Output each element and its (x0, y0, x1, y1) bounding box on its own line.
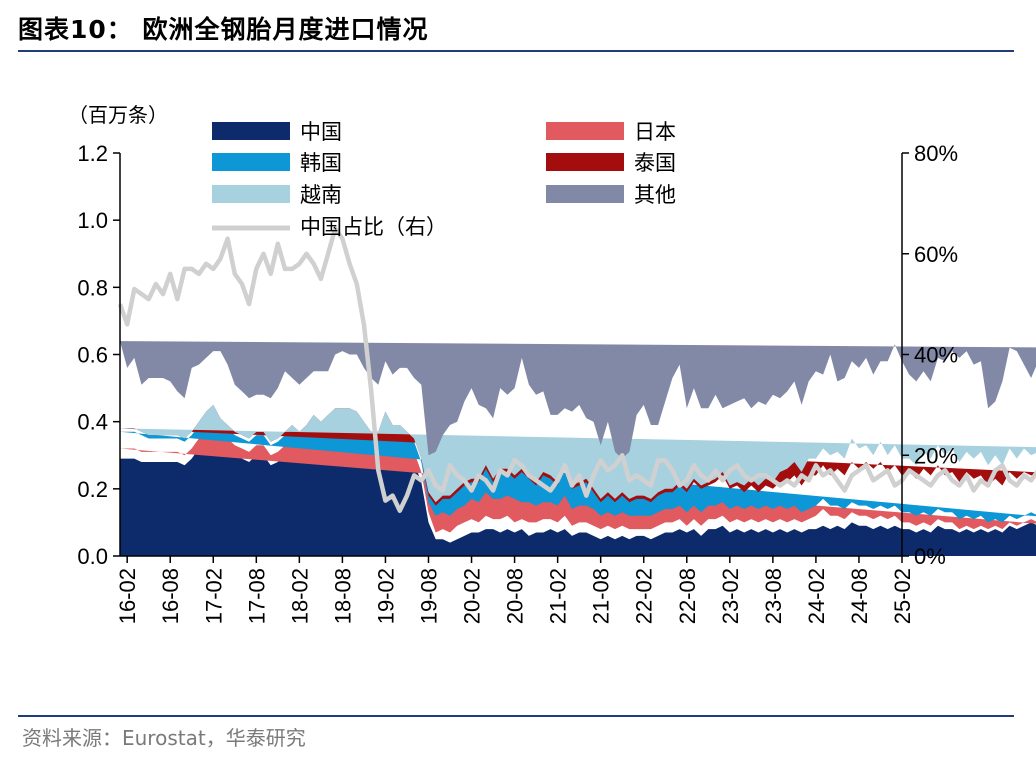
x-tick-label: 21-08 (589, 568, 614, 624)
x-tick-label: 16-08 (158, 568, 183, 624)
header-divider (18, 50, 1014, 52)
x-tick-label: 18-08 (330, 568, 355, 624)
legend-swatch-韩国 (212, 153, 290, 171)
x-tick-label: 16-02 (115, 568, 140, 624)
right-tick-label: 0% (914, 544, 946, 569)
x-tick-label: 20-08 (503, 568, 528, 624)
x-tick-label: 17-02 (201, 568, 226, 624)
left-tick-label: 0.2 (77, 477, 108, 502)
legend-swatch-中国 (212, 122, 290, 140)
right-tick-label: 20% (914, 443, 958, 468)
legend-swatch-日本 (546, 122, 624, 140)
left-tick-label: 1.2 (77, 141, 108, 166)
x-tick-label: 17-08 (244, 568, 269, 624)
x-tick-label: 19-02 (373, 568, 398, 624)
x-tick-label: 20-02 (460, 568, 485, 624)
legend-swatch-其他 (546, 185, 624, 203)
right-tick-label: 60% (914, 242, 958, 267)
x-tick-label: 19-08 (416, 568, 441, 624)
legend-label-韩国: 韩国 (300, 151, 342, 175)
area-其他 (120, 341, 1036, 459)
legend-label-越南: 越南 (300, 183, 342, 207)
left-tick-label: 0.8 (77, 275, 108, 300)
x-tick-label: 21-02 (546, 568, 571, 624)
x-tick-label: 22-08 (675, 568, 700, 624)
x-tick-label: 22-02 (632, 568, 657, 624)
left-axis-unit: （百万条） (68, 103, 168, 127)
page-title: 图表10： 欧洲全钢胎月度进口情况 (18, 15, 429, 44)
right-tick-label: 80% (914, 141, 958, 166)
legend-label-中国: 中国 (300, 120, 342, 144)
left-tick-label: 0.6 (77, 343, 108, 368)
legend-label-中国占比右: 中国占比（右） (300, 215, 447, 239)
axes-group: 0.0 0.2 0.4 0.6 0.8 1.0 1.2 0% 20% 40% 60% 80% 16-02… (68, 103, 958, 624)
right-tick-label: 40% (914, 343, 958, 368)
line-china-share (117, 226, 1036, 513)
left-tick-label: 0.0 (77, 544, 108, 569)
china-share-line-group (117, 226, 1036, 513)
x-tick-label: 25-02 (890, 568, 915, 624)
x-tick-label: 23-02 (718, 568, 743, 624)
x-tick-label: 18-02 (287, 568, 312, 624)
legend-label-其他: 其他 (634, 183, 676, 207)
legend-label-日本: 日本 (634, 120, 676, 144)
chart: 0.0 0.2 0.4 0.6 0.8 1.0 1.2 0% 20% 40% 60% 80% 16-02… (68, 103, 1036, 624)
x-tick-label: 24-08 (847, 568, 872, 624)
area-越南 (120, 404, 1036, 503)
x-tick-label: 23-08 (761, 568, 786, 624)
legend-label-泰国: 泰国 (634, 151, 676, 175)
stacked-area-group (120, 341, 1036, 556)
footer-divider (18, 715, 1014, 717)
source-note: 资料来源：Eurostat，华泰研究 (22, 726, 306, 750)
x-tick-label: 24-02 (804, 568, 829, 624)
legend-swatch-越南 (212, 185, 290, 203)
legend-swatch-泰国 (546, 153, 624, 171)
left-tick-label: 0.4 (77, 410, 108, 435)
left-tick-label: 1.0 (77, 208, 108, 233)
